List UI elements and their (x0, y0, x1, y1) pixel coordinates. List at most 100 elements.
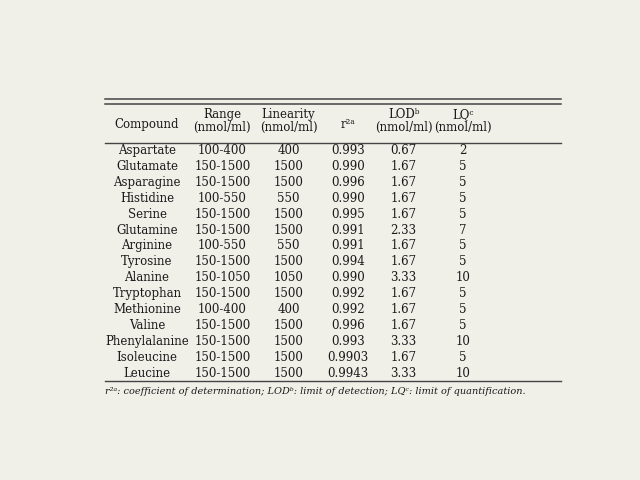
Text: 3.33: 3.33 (390, 367, 417, 380)
Text: Serine: Serine (127, 208, 166, 221)
Text: 400: 400 (277, 303, 300, 316)
Text: 5: 5 (460, 351, 467, 364)
Text: 1500: 1500 (273, 224, 303, 237)
Text: Aspartate: Aspartate (118, 144, 176, 157)
Text: (nmol/ml): (nmol/ml) (375, 121, 433, 134)
Text: Isoleucine: Isoleucine (116, 351, 177, 364)
Text: 0.9903: 0.9903 (327, 351, 369, 364)
Text: Valine: Valine (129, 319, 165, 332)
Text: Methionine: Methionine (113, 303, 181, 316)
Text: 1.67: 1.67 (390, 176, 417, 189)
Text: 1500: 1500 (273, 255, 303, 268)
Text: 5: 5 (460, 319, 467, 332)
Text: 5: 5 (460, 160, 467, 173)
Text: Phenylalanine: Phenylalanine (105, 335, 189, 348)
Text: (nmol/ml): (nmol/ml) (193, 121, 251, 134)
Text: LQᶜ: LQᶜ (452, 108, 474, 121)
Text: 5: 5 (460, 176, 467, 189)
Text: 1500: 1500 (273, 367, 303, 380)
Text: 5: 5 (460, 287, 467, 300)
Text: 1500: 1500 (273, 351, 303, 364)
Text: 1.67: 1.67 (390, 351, 417, 364)
Text: 5: 5 (460, 303, 467, 316)
Text: Glutamine: Glutamine (116, 224, 178, 237)
Text: 0.67: 0.67 (390, 144, 417, 157)
Text: (nmol/ml): (nmol/ml) (260, 121, 317, 134)
Text: Leucine: Leucine (124, 367, 171, 380)
Text: 5: 5 (460, 240, 467, 252)
Text: 150-1500: 150-1500 (194, 287, 250, 300)
Text: 0.990: 0.990 (331, 160, 365, 173)
Text: 0.992: 0.992 (331, 303, 365, 316)
Text: 0.996: 0.996 (331, 176, 365, 189)
Text: 5: 5 (460, 192, 467, 205)
Text: 1.67: 1.67 (390, 287, 417, 300)
Text: 0.996: 0.996 (331, 319, 365, 332)
Text: 0.992: 0.992 (331, 287, 365, 300)
Text: 0.9943: 0.9943 (327, 367, 369, 380)
Text: Linearity: Linearity (262, 108, 316, 121)
Text: 3.33: 3.33 (390, 271, 417, 284)
Text: Tyrosine: Tyrosine (121, 255, 173, 268)
Text: 1.67: 1.67 (390, 208, 417, 221)
Text: 1.67: 1.67 (390, 303, 417, 316)
Text: 150-1500: 150-1500 (194, 367, 250, 380)
Text: 0.994: 0.994 (331, 255, 365, 268)
Text: (nmol/ml): (nmol/ml) (434, 121, 492, 134)
Text: 150-1050: 150-1050 (194, 271, 250, 284)
Text: 1.67: 1.67 (390, 192, 417, 205)
Text: Asparagine: Asparagine (113, 176, 180, 189)
Text: 150-1500: 150-1500 (194, 351, 250, 364)
Text: 3.33: 3.33 (390, 335, 417, 348)
Text: 1500: 1500 (273, 287, 303, 300)
Text: 0.990: 0.990 (331, 192, 365, 205)
Text: 1500: 1500 (273, 160, 303, 173)
Text: Compound: Compound (115, 118, 179, 131)
Text: 2.33: 2.33 (390, 224, 417, 237)
Text: 150-1500: 150-1500 (194, 319, 250, 332)
Text: 1500: 1500 (273, 208, 303, 221)
Text: 2: 2 (460, 144, 467, 157)
Text: 1.67: 1.67 (390, 160, 417, 173)
Text: LODᵇ: LODᵇ (388, 108, 419, 121)
Text: 550: 550 (277, 240, 300, 252)
Text: Glutamate: Glutamate (116, 160, 178, 173)
Text: 10: 10 (456, 367, 470, 380)
Text: 100-400: 100-400 (198, 303, 247, 316)
Text: 0.995: 0.995 (331, 208, 365, 221)
Text: Range: Range (204, 108, 241, 121)
Text: 0.991: 0.991 (331, 240, 365, 252)
Text: Arginine: Arginine (122, 240, 173, 252)
Text: 1050: 1050 (273, 271, 303, 284)
Text: 150-1500: 150-1500 (194, 255, 250, 268)
Text: 10: 10 (456, 271, 470, 284)
Text: 1.67: 1.67 (390, 240, 417, 252)
Text: 5: 5 (460, 255, 467, 268)
Text: 100-400: 100-400 (198, 144, 247, 157)
Text: 0.993: 0.993 (331, 335, 365, 348)
Text: Alanine: Alanine (125, 271, 170, 284)
Text: 1500: 1500 (273, 335, 303, 348)
Text: 100-550: 100-550 (198, 240, 247, 252)
Text: 550: 550 (277, 192, 300, 205)
Text: 150-1500: 150-1500 (194, 335, 250, 348)
Text: 7: 7 (460, 224, 467, 237)
Text: 1500: 1500 (273, 319, 303, 332)
Text: Tryptophan: Tryptophan (113, 287, 182, 300)
Text: 1500: 1500 (273, 176, 303, 189)
Text: r²ᵃ: coefficient of determination; LODᵇ: limit of detection; LQᶜ: limit of quant: r²ᵃ: coefficient of determination; LODᵇ:… (105, 387, 525, 396)
Text: 150-1500: 150-1500 (194, 224, 250, 237)
Text: 150-1500: 150-1500 (194, 176, 250, 189)
Text: 0.993: 0.993 (331, 144, 365, 157)
Text: 150-1500: 150-1500 (194, 160, 250, 173)
Text: 150-1500: 150-1500 (194, 208, 250, 221)
Text: 1.67: 1.67 (390, 319, 417, 332)
Text: 10: 10 (456, 335, 470, 348)
Text: 5: 5 (460, 208, 467, 221)
Text: 400: 400 (277, 144, 300, 157)
Text: 100-550: 100-550 (198, 192, 247, 205)
Text: r²ᵃ: r²ᵃ (340, 118, 355, 131)
Text: Histidine: Histidine (120, 192, 174, 205)
Text: 0.991: 0.991 (331, 224, 365, 237)
Text: 0.990: 0.990 (331, 271, 365, 284)
